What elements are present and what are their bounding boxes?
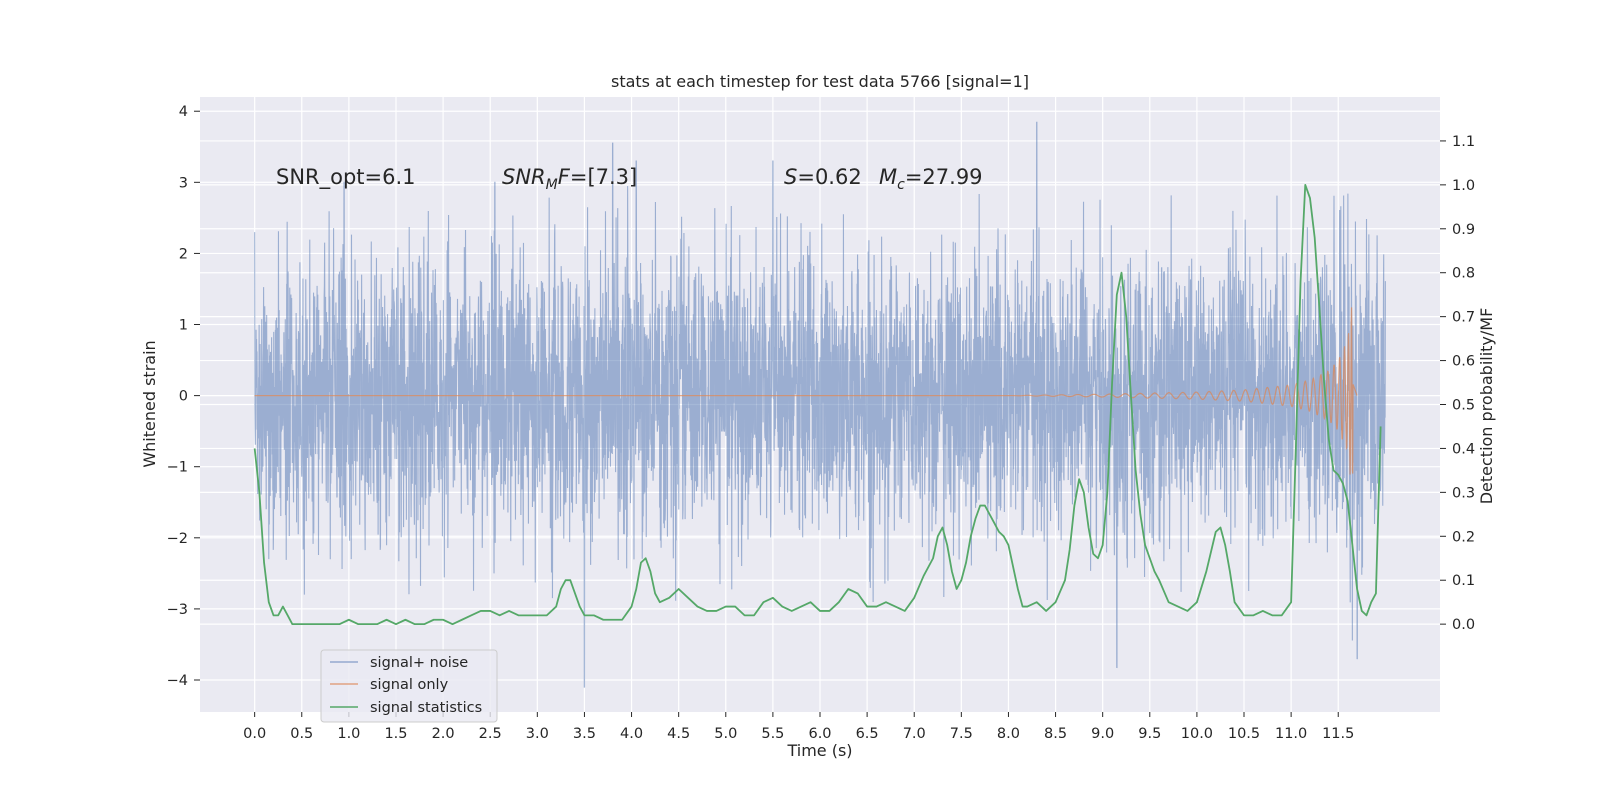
annotation-snr-opt: SNR_opt=6.1 [276, 165, 416, 190]
annotation-s: S=0.62 [784, 165, 862, 189]
x-tick-label: 7.5 [950, 726, 973, 742]
series-signal-only-line [254, 307, 1358, 475]
legend-label-signal-only: signal only [370, 677, 449, 693]
y-right-tick-label: 0.6 [1452, 354, 1475, 370]
x-axis-label: Time (s) [786, 741, 852, 760]
x-axis-ticks: 0.0 0.5 1.0 1.5 2.0 2.5 3.0 3.5 4.0 4.5 5.0 5.5 6.0 6… [243, 712, 1354, 742]
legend-box [320, 649, 498, 723]
series-signal-statistics [253, 183, 1382, 626]
x-tick-label: 0.5 [290, 726, 313, 742]
x-tick-label: 7.0 [903, 726, 926, 742]
x-tick-label: 0.0 [243, 726, 266, 742]
x-tick-label: 2.5 [479, 726, 502, 742]
y-axis-right-label: Detection probability/MF [1477, 308, 1496, 505]
y-right-tick-label: 0.7 [1452, 310, 1475, 326]
series-signal-noise [254, 121, 1386, 688]
y-right-tick-label: 0.3 [1452, 485, 1475, 501]
x-tick-label: 10.5 [1228, 726, 1260, 742]
annotation-snr-mf-value: [7.3] [587, 165, 637, 189]
x-tick-label: 6.5 [856, 726, 879, 742]
y-left-tick-label: 0 [179, 389, 188, 405]
y-right-tick-label: 1.0 [1452, 178, 1475, 194]
y-right-tick-label: 0.8 [1452, 266, 1475, 282]
x-tick-label: 11.0 [1275, 726, 1307, 742]
annotation-s-value: =0.62 [797, 165, 861, 189]
y-axis-right-ticks: 1.1 1.0 0.9 0.8 0.7 0.6 0.5 0.4 0.3 0.2 0.1 0.0 [1440, 134, 1475, 633]
annotation-mc: Mc=27.99 [879, 165, 983, 193]
y-left-tick-label: 1 [179, 318, 188, 334]
x-tick-label: 9.5 [1138, 726, 1161, 742]
x-tick-label: 1.5 [384, 726, 407, 742]
legend-label-signal-noise: signal+ noise [370, 655, 468, 671]
x-tick-label: 8.0 [997, 726, 1020, 742]
y-right-tick-label: 0.9 [1452, 222, 1475, 238]
y-right-tick-label: 0.0 [1452, 617, 1475, 633]
y-left-tick-label: 3 [179, 175, 188, 191]
series-signal-noise-line [254, 121, 1386, 688]
x-tick-label: 8.5 [1044, 726, 1067, 742]
x-tick-label: 11.5 [1322, 726, 1354, 742]
x-tick-label: 10.0 [1181, 726, 1213, 742]
x-tick-label: 5.0 [714, 726, 737, 742]
annotation-snr-mf: SNRMF=[7.3] [502, 165, 637, 193]
y-right-tick-label: 0.4 [1452, 441, 1475, 457]
y-left-tick-label: −1 [167, 460, 188, 476]
x-tick-label: 4.5 [667, 726, 690, 742]
x-tick-label: 3.5 [573, 726, 596, 742]
y-left-tick-label: 2 [179, 246, 188, 262]
legend: signal+ noise signal only signal statist… [320, 649, 498, 723]
x-tick-label: 1.0 [337, 726, 360, 742]
chart-title: stats at each timestep for test data 576… [611, 72, 1029, 91]
y-right-tick-label: 1.1 [1452, 134, 1475, 150]
x-tick-label: 4.0 [620, 726, 643, 742]
y-left-tick-label: −4 [167, 673, 188, 689]
series-signal-statistics-line [253, 183, 1382, 626]
x-tick-label: 9.0 [1091, 726, 1114, 742]
x-tick-label: 6.0 [808, 726, 831, 742]
x-tick-label: 3.0 [526, 726, 549, 742]
x-tick-label: 5.5 [761, 726, 784, 742]
y-axis-left-ticks: 4 3 2 1 0 −1 −2 −3 −4 [167, 104, 200, 689]
y-axis-left-label: Whitened strain [140, 340, 159, 467]
y-right-tick-label: 0.2 [1452, 529, 1475, 545]
y-right-tick-label: 0.1 [1452, 573, 1475, 589]
x-tick-label: 2.0 [432, 726, 455, 742]
series-signal-only [254, 307, 1358, 475]
legend-label-signal-statistics: signal statistics [370, 700, 482, 716]
annotation-mc-value: =27.99 [905, 165, 983, 189]
y-right-tick-label: 0.5 [1452, 398, 1475, 414]
y-left-tick-label: −3 [167, 602, 188, 618]
y-left-tick-label: −2 [167, 531, 188, 547]
y-left-tick-label: 4 [179, 104, 188, 120]
